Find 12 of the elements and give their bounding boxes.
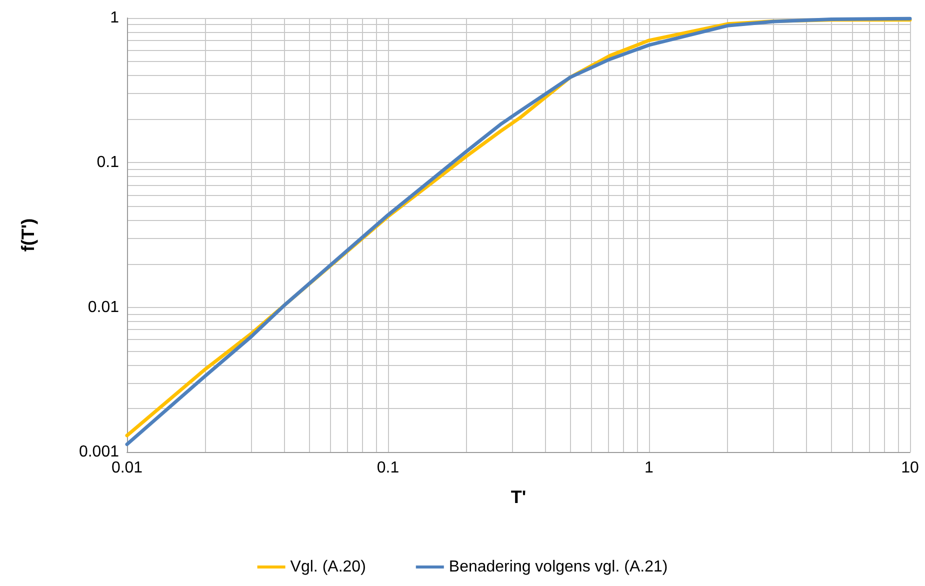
y-tick-label: 0.1	[96, 154, 120, 172]
x-tick-label: 10	[901, 460, 919, 476]
y-tick-label: 1	[110, 10, 120, 26]
x-tick-label: 0.1	[376, 460, 400, 476]
y-axis-title: f(T')	[18, 218, 38, 252]
legend-label: Benadering volgens vgl. (A.21)	[448, 558, 668, 576]
y-tick-label: 0.001	[78, 444, 120, 460]
x-axis-title: T'	[510, 487, 526, 507]
x-tick-label: 1	[644, 460, 654, 476]
legend-label: Vgl. (A.20)	[290, 558, 366, 576]
y-tick-label: 0.01	[88, 298, 120, 316]
x-tick-label: 0.01	[111, 460, 143, 476]
